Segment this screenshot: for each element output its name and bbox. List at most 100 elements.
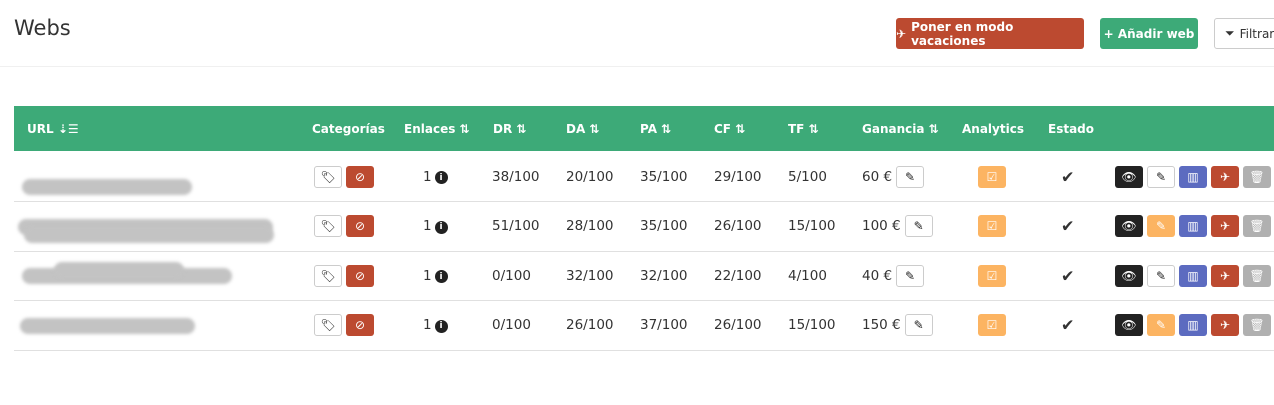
analytics-cell: ☑	[978, 165, 1006, 188]
edit-price-button[interactable]: ✎	[904, 215, 933, 237]
analytics-cell: ☑	[978, 264, 1006, 287]
col-categorias: Categorías	[312, 122, 385, 136]
da-cell: 20/100	[566, 168, 614, 185]
delete-button[interactable]: 🗑	[1243, 165, 1271, 188]
edit-price-button[interactable]: ✎	[896, 264, 925, 287]
status-check-icon: ✔	[1061, 216, 1075, 236]
col-cf[interactable]: CF ⇅	[714, 122, 746, 136]
edit-button[interactable]: ✎	[1147, 215, 1175, 237]
info-icon[interactable]: i	[434, 270, 448, 283]
status-check-icon: ✔	[1061, 266, 1075, 285]
dr-cell: 0/100	[492, 267, 531, 284]
pa-cell: 37/100	[640, 317, 688, 333]
cf-cell: 22/100	[714, 267, 762, 284]
col-enlaces[interactable]: Enlaces ⇅	[404, 122, 470, 136]
view-button[interactable]: 👁	[1115, 264, 1143, 287]
vacation-button[interactable]: ✈	[1211, 264, 1239, 287]
view-button[interactable]: 👁	[1115, 215, 1143, 237]
ganancia-cell: 40 € ✎	[862, 264, 925, 287]
edit-price-button[interactable]: ✎	[896, 165, 925, 188]
add-web-button[interactable]: + Añadir web	[1100, 18, 1198, 49]
ban-button[interactable]: ⊘	[346, 264, 374, 287]
dr-cell: 38/100	[492, 168, 540, 185]
delete-button[interactable]: 🗑	[1243, 314, 1271, 336]
view-button[interactable]: 👁	[1115, 165, 1143, 188]
ganancia-cell: 150 € ✎	[862, 314, 933, 336]
pa-cell: 32/100	[640, 267, 688, 284]
col-da[interactable]: DA ⇅	[566, 122, 600, 136]
analytics-check-icon: ☑	[978, 165, 1006, 188]
edit-button[interactable]: ✎	[1147, 264, 1175, 287]
stats-button[interactable]: ▥	[1179, 215, 1207, 237]
tag-button[interactable]: 🏷	[314, 165, 342, 188]
ban-button[interactable]: ⊘	[346, 314, 374, 336]
tag-button[interactable]: 🏷	[314, 314, 342, 336]
ganancia-cell: 100 € ✎	[862, 215, 933, 237]
col-pa[interactable]: PA ⇅	[640, 122, 672, 136]
stats-button[interactable]: ▥	[1179, 314, 1207, 336]
url-redacted[interactable]	[20, 317, 195, 334]
tag-button[interactable]: 🏷	[314, 264, 342, 287]
categories-cell: 🏷 ⊘	[314, 314, 374, 336]
stats-button[interactable]: ▥	[1179, 165, 1207, 188]
filter-button[interactable]: ⏷ Filtrar	[1214, 18, 1274, 49]
col-analytics: Analytics	[962, 122, 1024, 136]
vacation-label: Poner en modo vacaciones	[911, 19, 1014, 48]
vacation-mode-button[interactable]: ✈ Poner en modo vacaciones	[896, 18, 1084, 49]
vacation-button[interactable]: ✈	[1211, 165, 1239, 188]
cf-cell: 29/100	[714, 168, 762, 185]
url-redacted[interactable]	[22, 179, 192, 195]
col-dr[interactable]: DR ⇅	[493, 122, 527, 136]
col-ganancia[interactable]: Ganancia ⇅	[862, 122, 939, 136]
delete-button[interactable]: 🗑	[1243, 215, 1271, 237]
info-icon[interactable]: i	[434, 220, 448, 234]
status-check-icon: ✔	[1061, 315, 1075, 335]
da-cell: 28/100	[566, 218, 614, 234]
ban-button[interactable]: ⊘	[346, 215, 374, 237]
ban-button[interactable]: ⊘	[346, 165, 374, 188]
da-cell: 26/100	[566, 317, 614, 333]
table-header: URL ⇣☰ Categorías Enlaces ⇅ DR ⇅ DA ⇅ PA…	[14, 106, 1274, 151]
analytics-check-icon: ☑	[978, 215, 1006, 237]
vacation-button[interactable]: ✈	[1211, 314, 1239, 336]
tag-button[interactable]: 🏷	[314, 215, 342, 237]
row-actions: 👁 ✎ ▥ ✈ 🗑	[1115, 314, 1271, 336]
info-icon[interactable]: i	[434, 171, 448, 184]
stats-button[interactable]: ▥	[1179, 264, 1207, 287]
analytics-cell: ☑	[978, 314, 1006, 336]
col-estado: Estado	[1048, 122, 1095, 136]
ganancia-cell: 60 € ✎	[862, 165, 925, 188]
row-actions: 👁 ✎ ▥ ✈ 🗑	[1115, 215, 1271, 237]
tf-cell: 15/100	[788, 317, 836, 333]
info-icon[interactable]: i	[434, 319, 448, 333]
edit-button[interactable]: ✎	[1147, 165, 1175, 188]
col-tf[interactable]: TF ⇅	[788, 122, 819, 136]
dr-cell: 0/100	[492, 317, 531, 333]
edit-price-button[interactable]: ✎	[904, 314, 933, 336]
categories-cell: 🏷 ⊘	[314, 264, 374, 287]
analytics-check-icon: ☑	[978, 264, 1006, 287]
delete-button[interactable]: 🗑	[1243, 264, 1271, 287]
url-redacted[interactable]	[24, 226, 274, 243]
col-url[interactable]: URL ⇣☰	[27, 122, 79, 136]
tf-cell: 4/100	[788, 267, 827, 284]
row-actions: 👁 ✎ ▥ ✈ 🗑	[1115, 264, 1271, 287]
filter-icon: ⏷	[1225, 26, 1235, 40]
cf-cell: 26/100	[714, 218, 762, 234]
view-button[interactable]: 👁	[1115, 314, 1143, 336]
pa-cell: 35/100	[640, 168, 688, 185]
url-redacted[interactable]	[54, 262, 184, 278]
vacation-button[interactable]: ✈	[1211, 215, 1239, 237]
pa-cell: 35/100	[640, 218, 688, 234]
analytics-check-icon: ☑	[978, 314, 1006, 336]
categories-cell: 🏷 ⊘	[314, 165, 374, 188]
plane-icon: ✈	[896, 26, 907, 41]
edit-button[interactable]: ✎	[1147, 314, 1175, 336]
